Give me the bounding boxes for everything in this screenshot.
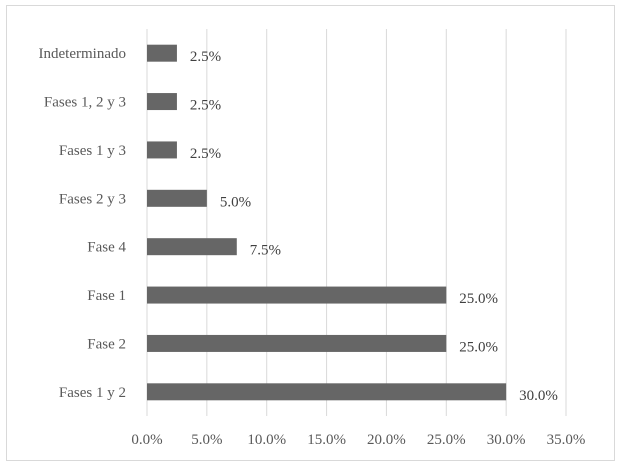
bar	[147, 335, 446, 352]
bar	[147, 45, 177, 62]
x-tick-label: 25.0%	[427, 432, 466, 448]
gridlines	[147, 29, 566, 416]
x-tick-label: 0.0%	[131, 432, 162, 448]
x-tick-label: 20.0%	[367, 432, 406, 448]
data-label: 5.0%	[220, 194, 251, 210]
x-tick-labels: 0.0% 5.0% 10.0% 15.0% 20.0% 25.0% 30.0% 35.0%	[131, 432, 585, 448]
category-label: Fases 1 y 3	[59, 143, 126, 159]
category-label: Fase 4	[87, 240, 126, 256]
data-label: 2.5%	[190, 49, 221, 65]
category-label: Fases 1 y 2	[59, 385, 126, 401]
data-label: 30.0%	[519, 388, 558, 404]
category-label: Fases 1, 2 y 3	[44, 95, 126, 111]
bar	[147, 383, 506, 400]
x-tick-label: 10.0%	[247, 432, 286, 448]
x-tick-label: 5.0%	[191, 432, 222, 448]
bar	[147, 238, 237, 255]
category-label: Fases 2 y 3	[59, 191, 126, 207]
data-label: 25.0%	[459, 339, 498, 355]
data-label: 2.5%	[190, 146, 221, 162]
bar	[147, 141, 177, 158]
category-label: Fase 2	[87, 336, 126, 352]
x-tick-label: 15.0%	[307, 432, 346, 448]
category-labels: Indeterminado Fases 1, 2 y 3 Fases 1 y 3 Fa…	[39, 46, 127, 401]
data-label: 7.5%	[250, 243, 281, 259]
bar	[147, 190, 207, 207]
x-tick-label: 35.0%	[547, 432, 586, 448]
bar	[147, 287, 446, 304]
category-label: Fase 1	[87, 288, 126, 304]
bar	[147, 93, 177, 110]
data-label: 2.5%	[190, 98, 221, 114]
category-label: Indeterminado	[39, 46, 126, 62]
x-tick-label: 30.0%	[487, 432, 526, 448]
data-label: 25.0%	[459, 291, 498, 307]
